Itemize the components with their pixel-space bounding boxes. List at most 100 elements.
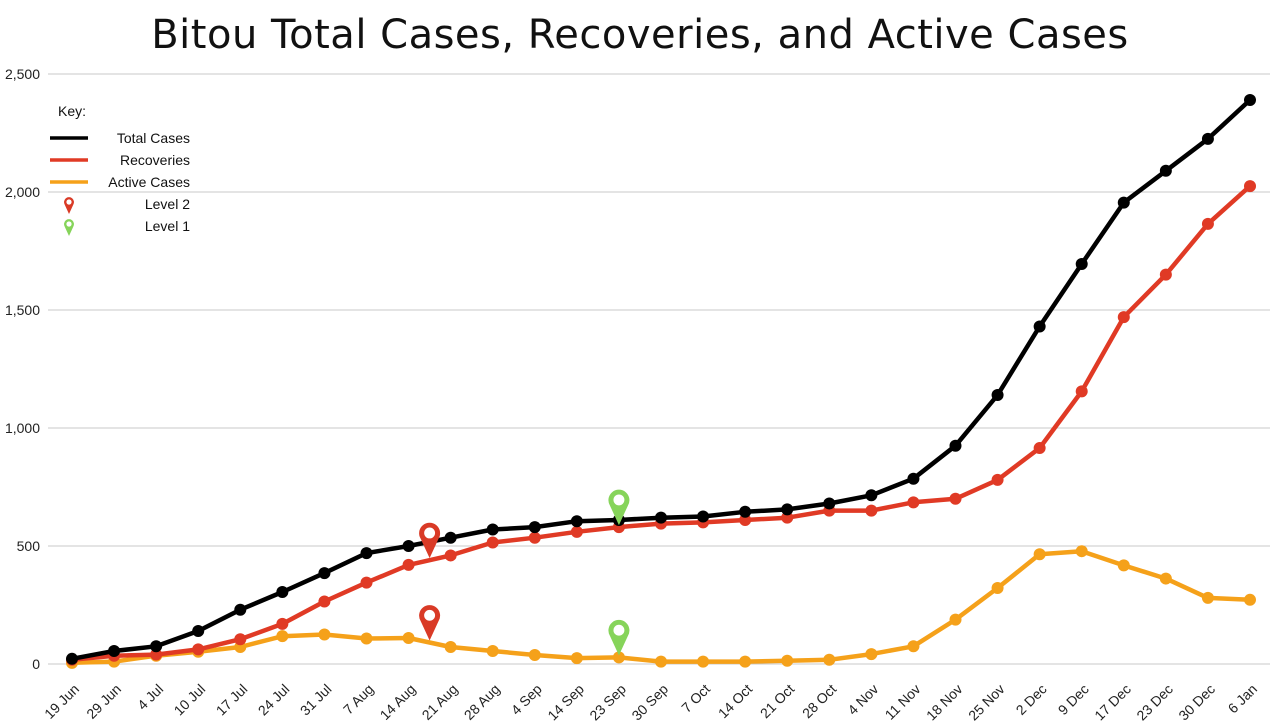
- x-tick-label: 28 Aug: [461, 681, 503, 723]
- x-tick-label: 18 Nov: [923, 681, 966, 723]
- data-point: [1033, 548, 1046, 561]
- data-point: [781, 511, 794, 524]
- data-point: [739, 655, 752, 668]
- y-tick-label: 2,000: [5, 184, 40, 200]
- legend-pin-red-icon-hole: [66, 199, 72, 205]
- map-pin-green-icon: [608, 619, 630, 656]
- data-point: [697, 655, 710, 668]
- x-tick-label: 23 Dec: [1133, 681, 1176, 723]
- x-tick-label: 21 Aug: [419, 681, 461, 723]
- data-point: [402, 632, 415, 645]
- data-point: [486, 645, 499, 658]
- data-point: [697, 510, 710, 523]
- map-pin-green-icon-hole: [613, 624, 625, 636]
- x-tick-label: 10 Jul: [171, 681, 209, 719]
- data-point: [1033, 320, 1046, 333]
- x-tick-label: 6 Jan: [1225, 681, 1261, 717]
- data-point: [1159, 572, 1172, 585]
- y-tick-label: 1,000: [5, 420, 40, 436]
- data-point: [570, 652, 583, 665]
- chart-title: Bitou Total Cases, Recoveries, and Activ…: [151, 12, 1129, 58]
- data-point: [66, 652, 78, 665]
- x-tick-label: 4 Jul: [134, 681, 166, 713]
- legend-pin-green-icon-hole: [66, 221, 72, 227]
- data-point: [108, 645, 121, 658]
- data-point: [1244, 180, 1256, 193]
- x-tick-label: 30 Sep: [628, 681, 671, 723]
- x-tick-label: 14 Aug: [377, 681, 419, 723]
- data-point: [234, 633, 247, 646]
- x-tick-label: 14 Sep: [544, 681, 587, 723]
- map-pin-red-icon: [419, 522, 441, 559]
- legend-pin-red-icon: [64, 197, 74, 214]
- data-point: [192, 643, 205, 656]
- data-point: [739, 505, 752, 518]
- data-point: [528, 531, 541, 544]
- map-pin-red-icon-hole: [424, 609, 436, 621]
- data-point: [234, 603, 247, 616]
- x-tick-label: 23 Sep: [586, 681, 629, 723]
- x-tick-label: 24 Jul: [255, 681, 293, 719]
- data-point: [444, 531, 457, 544]
- data-point: [865, 648, 878, 661]
- legend-label: Recoveries: [120, 152, 190, 168]
- data-point: [276, 586, 289, 599]
- data-point: [991, 582, 1004, 595]
- series-line: [69, 97, 1253, 662]
- y-tick-label: 0: [32, 656, 40, 672]
- data-point: [1033, 442, 1046, 455]
- data-point: [739, 514, 752, 527]
- data-point: [1201, 217, 1214, 230]
- map-pin-green-icon-hole: [613, 494, 625, 506]
- legend-label: Level 2: [145, 196, 190, 212]
- data-point: [907, 496, 920, 509]
- data-point: [991, 388, 1004, 401]
- data-point: [823, 497, 836, 510]
- data-point: [1075, 385, 1088, 398]
- x-tick-label: 30 Dec: [1175, 681, 1218, 723]
- data-point: [949, 613, 962, 626]
- data-point: [318, 628, 331, 641]
- data-point: [1159, 164, 1172, 177]
- data-point: [486, 523, 499, 536]
- data-point: [570, 525, 583, 538]
- x-tick-label: 2 Dec: [1013, 681, 1050, 718]
- x-tick-label: 19 Jun: [41, 681, 82, 722]
- data-point: [865, 489, 878, 502]
- data-point: [1075, 545, 1088, 558]
- data-point: [612, 651, 625, 664]
- data-point: [402, 540, 415, 552]
- data-point: [1201, 591, 1214, 604]
- x-tick-label: 11 Nov: [882, 681, 924, 723]
- data-point: [528, 521, 541, 534]
- data-point: [1075, 257, 1088, 270]
- x-tick-label: 28 Oct: [799, 681, 840, 722]
- data-point: [192, 624, 205, 637]
- x-tick-label: 25 Nov: [965, 681, 1008, 723]
- data-point: [1117, 311, 1130, 324]
- x-tick-label: 14 Oct: [715, 681, 756, 722]
- data-point: [781, 654, 794, 667]
- legend-label: Level 1: [145, 218, 190, 234]
- data-point: [1201, 132, 1214, 145]
- legend-pin-green-icon: [64, 219, 74, 236]
- data-point: [444, 641, 457, 654]
- x-tick-label: 17 Dec: [1091, 681, 1134, 723]
- x-tick-label: 7 Oct: [678, 681, 713, 716]
- data-point: [570, 515, 583, 528]
- x-tick-label: 9 Dec: [1055, 681, 1092, 718]
- data-point: [318, 567, 331, 580]
- data-point: [360, 576, 373, 589]
- y-tick-label: 1,500: [5, 302, 40, 318]
- data-point: [360, 547, 373, 560]
- data-point: [1117, 559, 1130, 572]
- y-tick-label: 500: [17, 538, 41, 554]
- data-point: [1244, 593, 1256, 606]
- data-point: [1244, 93, 1256, 106]
- data-point: [823, 653, 836, 666]
- data-point: [360, 632, 373, 645]
- data-point: [444, 549, 457, 562]
- legend-title: Key:: [58, 103, 86, 119]
- x-tick-label: 21 Oct: [757, 681, 798, 722]
- data-point: [150, 640, 163, 653]
